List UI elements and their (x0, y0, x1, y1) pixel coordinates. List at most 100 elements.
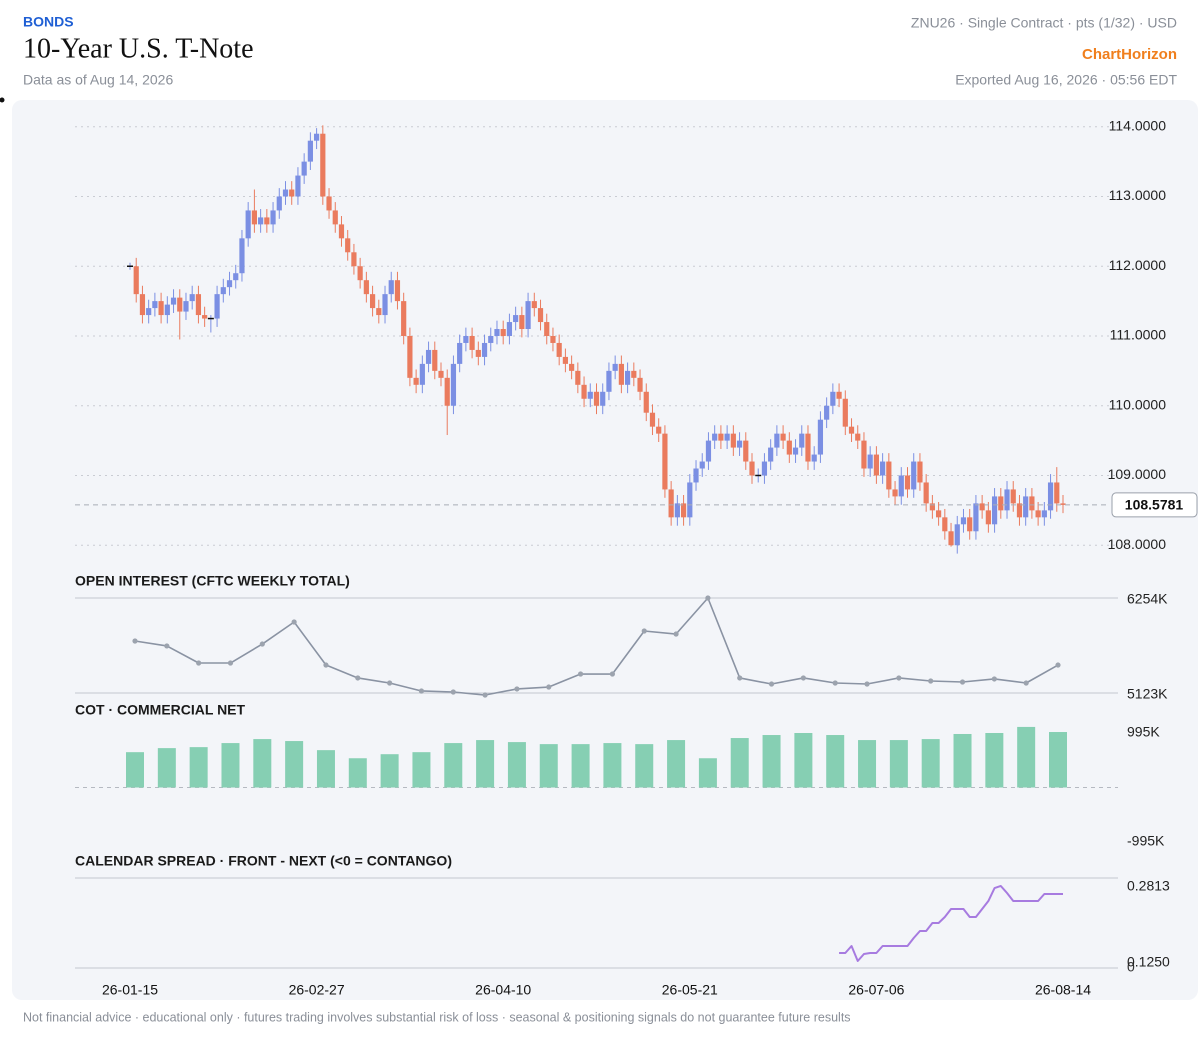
series-point (418, 688, 425, 694)
series-point (959, 679, 966, 685)
candle-body (537, 308, 544, 323)
candle-body (631, 370, 637, 378)
x-tick-label: 26-07-06 (848, 982, 904, 998)
bar (348, 758, 367, 788)
candle-body (898, 475, 904, 497)
candle-body (475, 349, 481, 357)
candle-body (649, 412, 656, 427)
series-point (800, 675, 806, 681)
candle-body (519, 315, 525, 330)
bar (985, 733, 1004, 788)
bar (539, 744, 558, 788)
candle-body (942, 517, 948, 532)
candle-body (743, 440, 749, 462)
candle-body (295, 175, 301, 197)
candle-body (904, 475, 911, 490)
y-tick-label: 995K (1127, 724, 1160, 740)
dot (0, 97, 5, 103)
candle-body (612, 363, 618, 371)
series-point (609, 671, 616, 677)
candle-body (693, 468, 699, 483)
series-point (355, 675, 361, 681)
candle-body (432, 349, 438, 371)
candle-body (133, 266, 139, 295)
series-point (132, 638, 138, 644)
series-point (291, 619, 297, 625)
bar (316, 750, 335, 788)
bar (762, 735, 781, 788)
panel-title: COT · COMMERCIAL NET (75, 702, 246, 718)
series-point (259, 641, 265, 647)
x-tick-label: 26-08-14 (1035, 982, 1091, 998)
candle-body (792, 447, 799, 455)
series-point (705, 595, 711, 601)
candle-body (345, 238, 351, 253)
series-point (450, 689, 456, 695)
y-tick-label: 114.0000 (1109, 117, 1167, 133)
candle-body (662, 433, 668, 490)
candle-body (233, 273, 239, 281)
candle-body (848, 426, 855, 434)
series-point (514, 686, 520, 692)
candle-body (1016, 503, 1023, 518)
candle-body (1023, 496, 1029, 518)
bar (285, 741, 304, 788)
candle-body (967, 517, 973, 532)
candle-body (911, 461, 917, 490)
candle-body (388, 280, 394, 295)
series-point (928, 678, 934, 684)
candle-body (824, 405, 830, 420)
candle-body (768, 447, 774, 462)
candle-body (936, 510, 942, 518)
candle-body (1041, 510, 1047, 518)
bar (253, 739, 272, 788)
candle-body (450, 363, 457, 406)
candle-body (593, 391, 600, 406)
candle-body (338, 224, 345, 239)
candle-body (600, 391, 606, 406)
series-point (641, 628, 647, 634)
candle-body (506, 322, 513, 336)
last-price-label: 108.5781 (1125, 497, 1184, 513)
candle-body (214, 294, 220, 319)
candle-body (842, 398, 848, 427)
candle-body (948, 531, 954, 546)
brand: ChartHorizon (1082, 46, 1177, 63)
y-tick-label: 109.0000 (1108, 466, 1167, 482)
candle-body (401, 301, 407, 336)
panel-title: CALENDAR SPREAD · FRONT - NEXT (<0 = CON… (75, 853, 452, 869)
candle-body (973, 503, 979, 532)
candle-body (531, 301, 537, 309)
candle-body (488, 335, 494, 343)
series-point (227, 660, 234, 666)
candle-body (656, 426, 662, 434)
series-point (832, 680, 838, 686)
candle-body (892, 489, 898, 497)
bar (635, 744, 654, 788)
candle-body (463, 335, 469, 343)
bar (953, 733, 972, 788)
candle-body (177, 297, 183, 312)
candle-body (158, 301, 164, 316)
bar (571, 744, 590, 788)
candle-body (481, 342, 488, 357)
candle-body (1054, 482, 1060, 504)
candle-body (220, 287, 226, 295)
candle-body (544, 322, 550, 336)
candle-body (245, 210, 251, 239)
contract-info: ZNU26 · Single Contract · pts (1/32) · U… (911, 15, 1177, 31)
candle-body (985, 510, 991, 525)
series-point (737, 675, 743, 681)
candle-body (351, 252, 357, 267)
candle-body (270, 210, 276, 225)
candle-body (917, 461, 923, 483)
candle-body (251, 210, 257, 225)
section-label: BONDS (23, 14, 74, 30)
candle-body (407, 335, 413, 378)
candle-body (867, 454, 873, 469)
candle-body (226, 280, 233, 288)
candle-body (494, 329, 500, 336)
series-point (991, 676, 997, 682)
candle-body (1029, 496, 1035, 511)
